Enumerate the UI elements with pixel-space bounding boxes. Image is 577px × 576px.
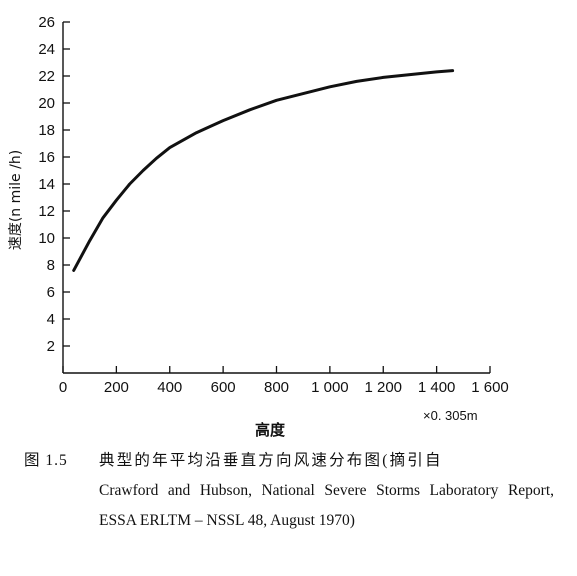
- y-tick-label: 24: [38, 41, 55, 58]
- y-tick-label: 16: [38, 149, 55, 166]
- y-tick-label: 20: [38, 95, 55, 112]
- x-axis-label: 高度: [255, 421, 286, 439]
- y-tick-label: 4: [47, 311, 55, 328]
- caption-reference: Crawford and Hubson, National Severe Sto…: [99, 482, 554, 529]
- figure-caption: 图 1.5 典型的年平均沿垂直方向风速分布图(摘引自 Crawford and H…: [24, 446, 554, 536]
- y-tick-label: 12: [38, 203, 55, 220]
- y-tick-label: 8: [47, 257, 55, 274]
- caption-title: 典型的年平均沿垂直方向风速分布图(摘引自: [99, 452, 443, 469]
- y-tick-label: 26: [38, 14, 55, 31]
- x-tick-label: 400: [157, 379, 182, 396]
- caption-figure-number: 图 1.5: [24, 452, 68, 469]
- y-tick-label: 18: [38, 122, 55, 139]
- y-tick-label: 14: [38, 176, 55, 193]
- x-tick-label: 1 400: [418, 379, 456, 396]
- series-layer: [72, 69, 455, 272]
- x-unit-note: ×0. 305m: [423, 408, 478, 423]
- x-tick-label: 0: [59, 379, 67, 396]
- y-tick-label: 22: [38, 68, 55, 85]
- series-line: [72, 69, 455, 272]
- x-tick-label: 1 200: [364, 379, 402, 396]
- x-axis: 0 200 400 600 800 1 000 1 200 1 400 1 600: [59, 366, 509, 396]
- x-tick-label: 1 600: [471, 379, 509, 396]
- x-tick-label: 200: [104, 379, 129, 396]
- x-tick-label: 800: [264, 379, 289, 396]
- x-tick-label: 600: [211, 379, 236, 396]
- x-tick-label: 1 000: [311, 379, 349, 396]
- y-tick-label: 6: [47, 284, 55, 301]
- y-tick-label: 2: [47, 338, 55, 355]
- y-axis-label: 速度(n mile /h): [8, 150, 24, 250]
- y-tick-label: 10: [38, 230, 55, 247]
